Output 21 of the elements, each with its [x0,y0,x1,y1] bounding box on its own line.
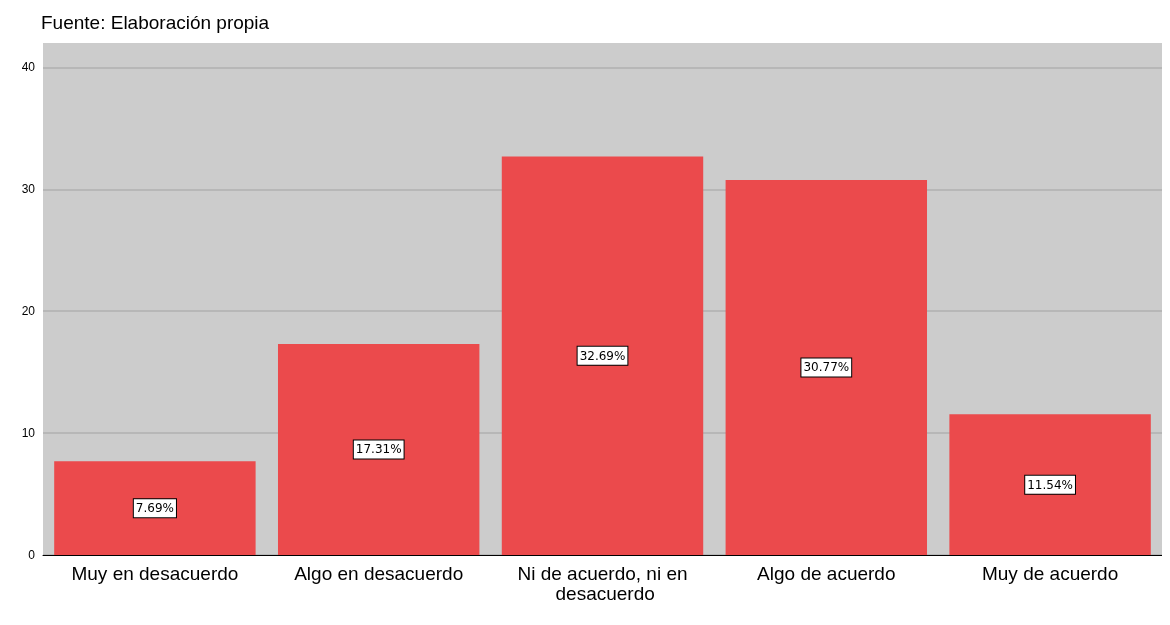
y-tick-label: 0 [28,548,36,562]
y-tick-label: 10 [21,426,36,441]
x-tick-label: Muy de acuerdo [981,562,1119,584]
bar [277,343,480,555]
bar [949,414,1151,555]
y-tick-label: 20 [21,304,36,319]
x-tick-label: Ni de acuerdo, ni en desacuerdo [517,562,688,604]
x-tick-label: Algo de acuerdo [757,562,896,584]
x-tick-label: Algo en desacuerdo [294,562,464,584]
y-tick-label: 40 [21,60,36,75]
data-label: 7.69% [135,501,174,516]
data-label: 17.31% [355,442,402,457]
bar [725,179,928,555]
data-label: 30.77% [803,360,850,375]
source-note: Fuente: Elaboración propia [41,12,270,33]
data-label: 11.54% [1027,477,1073,492]
x-tick-label: Muy en desacuerdo [71,562,239,584]
y-tick-label: 30 [21,182,36,197]
bar [501,156,704,555]
data-label: 32.69% [579,348,626,363]
bar [54,461,256,555]
